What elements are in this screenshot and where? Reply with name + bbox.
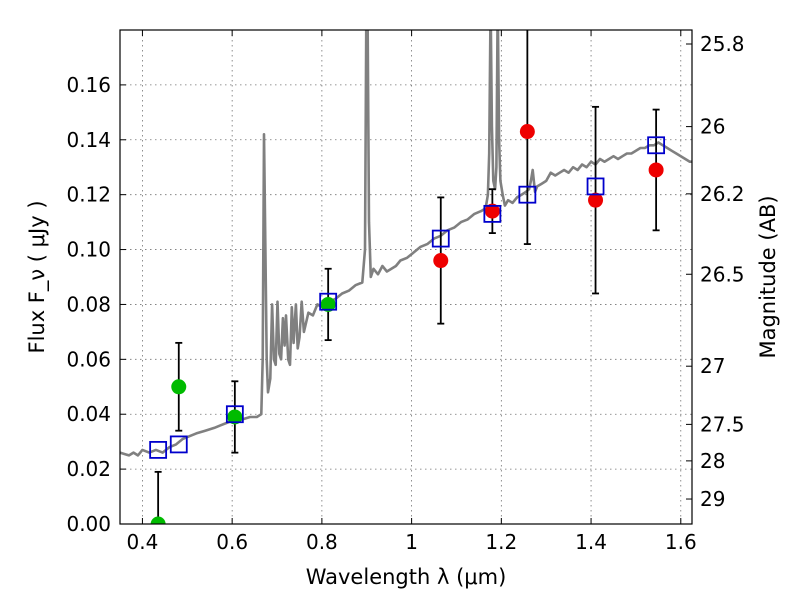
model-photometry-square (518, 185, 537, 204)
red-data-point (519, 124, 535, 140)
red-data-point (484, 203, 500, 219)
green-data-point (320, 296, 336, 312)
right-tick-label: 27.5 (700, 412, 745, 436)
x-tick-label: 0.8 (306, 530, 338, 554)
green-data-point (227, 409, 243, 425)
x-tick-label: 0.4 (127, 530, 159, 554)
axes: 0.4 0.6 0.8 1 1.2 1.4 1.6 0.00 0.02 0.04 0.06 0.08 0… (66, 30, 745, 554)
right-tick-label: 26.2 (700, 182, 745, 206)
x-tick-label: 1.2 (485, 530, 517, 554)
right-tick-label: 28 (700, 449, 725, 473)
model-photometry-square (225, 405, 244, 424)
right-tick-label: 29 (700, 487, 725, 511)
red-data-point (433, 253, 449, 269)
model-photometry-square (647, 136, 666, 155)
red-data-point (648, 162, 664, 178)
y-tick-label: 0.16 (66, 73, 111, 97)
model-photometry-square (319, 292, 338, 311)
model-photometry-square (149, 440, 168, 459)
right-tick-label: 26 (700, 115, 725, 139)
y-tick-label: 0.04 (66, 402, 111, 426)
y-tick-label: 0.00 (66, 512, 111, 536)
y-tick-label: 0.14 (66, 128, 111, 152)
right-tick-label: 26.5 (700, 262, 745, 286)
model-photometry-square (586, 177, 605, 196)
green-data-point (150, 516, 166, 524)
x-tick-label: 1 (405, 530, 418, 554)
y-axis-label: Flux F_ν ( μJy ) (25, 200, 50, 353)
y-tick-label: 0.10 (66, 238, 111, 262)
plot-background (120, 30, 692, 524)
model-photometry-square (169, 435, 188, 454)
x-tick-label: 1.4 (575, 530, 607, 554)
model-spectrum-line (120, 30, 692, 457)
data-layer (120, 30, 692, 524)
right-axis-label: Magnitude (AB) (756, 195, 780, 358)
model-photometry-square (483, 204, 502, 223)
red-data-point (588, 192, 604, 208)
model-photometry-square (431, 229, 450, 248)
x-tick-label: 0.6 (216, 530, 248, 554)
green-data-point (171, 379, 187, 395)
plot-frame (119, 29, 693, 525)
x-axis-label: Wavelength λ (μm) (306, 565, 507, 589)
y-tick-label: 0.02 (66, 457, 111, 481)
right-tick-label: 27 (700, 354, 725, 378)
y-tick-label: 0.06 (66, 347, 111, 371)
y-tick-label: 0.08 (66, 292, 111, 316)
gridlines (120, 30, 692, 525)
y-tick-label: 0.12 (66, 183, 111, 207)
right-tick-label: 25.8 (700, 32, 745, 56)
x-tick-label: 1.6 (665, 530, 697, 554)
